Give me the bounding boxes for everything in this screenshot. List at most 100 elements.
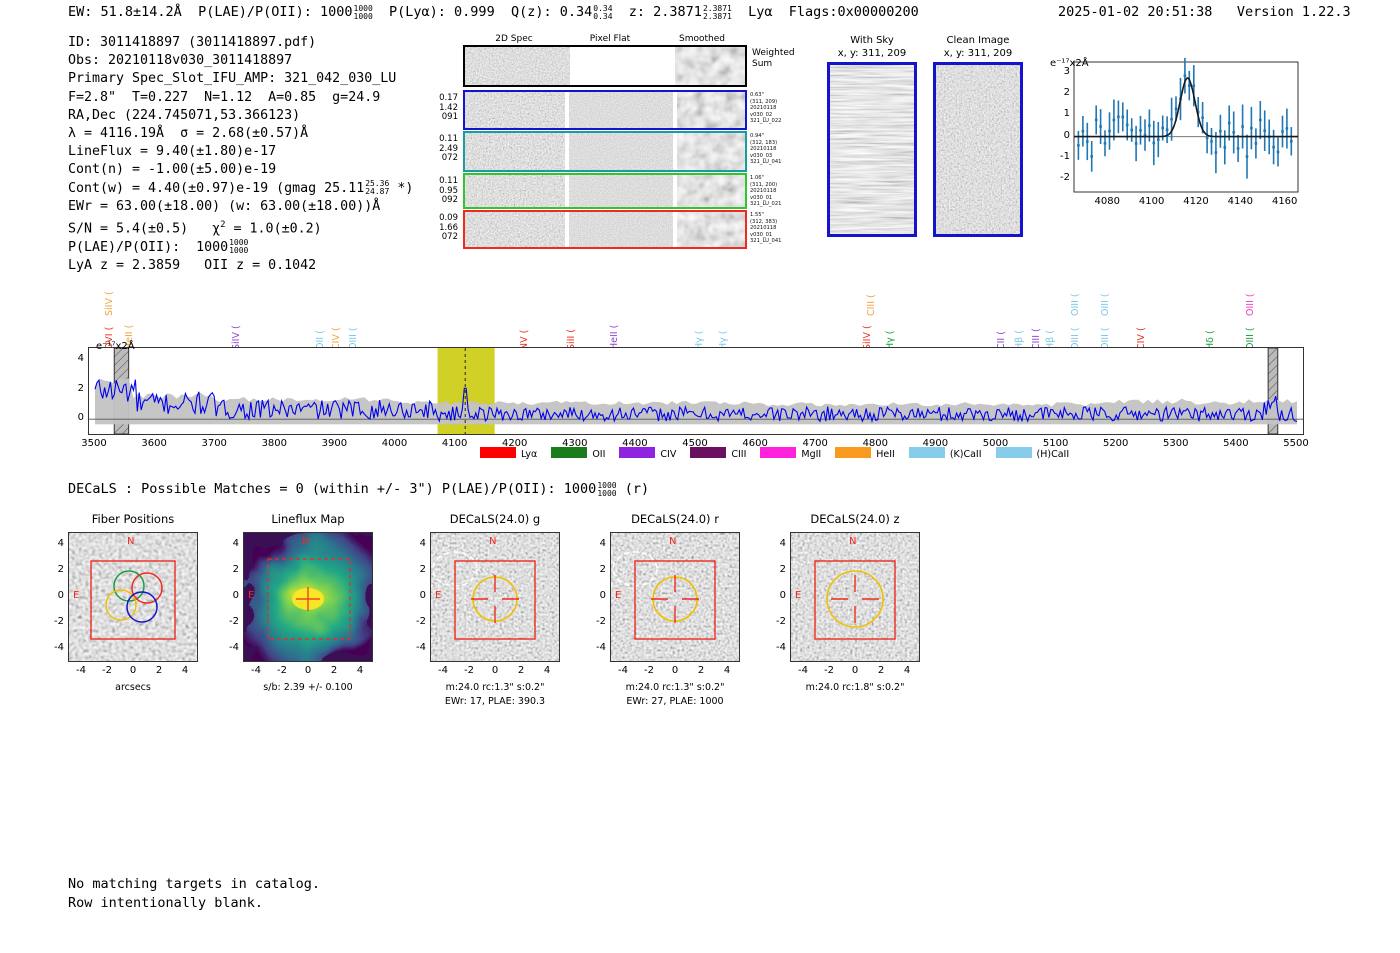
info-lineflux: LineFlux = 9.40(±1.80)e-17 bbox=[68, 144, 277, 160]
decals-panel-title: DECaLS(24.0) r bbox=[631, 512, 719, 526]
decals-ytick: 0 bbox=[779, 590, 786, 601]
legend-swatch bbox=[551, 447, 588, 458]
info-plae-range: 1000 1000 bbox=[229, 238, 249, 256]
lp-ytick: 3 bbox=[1063, 65, 1070, 77]
decals-header: DECaLS : Possible Matches = 0 (within +/… bbox=[68, 481, 649, 498]
emission-line-label: SiII ( bbox=[566, 329, 577, 350]
decals-xtick: 4 bbox=[356, 665, 364, 676]
emission-line-label: SiIV ( bbox=[231, 325, 242, 350]
fiber-left-values: 0.11 2.49 072 bbox=[424, 134, 458, 164]
compass-north: N bbox=[127, 536, 135, 547]
decals-panel-image[interactable] bbox=[610, 532, 740, 662]
fiber-metadata: 1.55" (312, 383) 20210118 v030_01 321_LU_041 bbox=[750, 212, 781, 245]
fiber-meta-line: (312, 183) bbox=[750, 139, 778, 146]
spectrum-xtick: 3800 bbox=[261, 438, 288, 449]
spectrum-xtick: 4500 bbox=[682, 438, 708, 449]
info-redshifts: LyA z = 2.3859 OII z = 0.1042 bbox=[68, 257, 317, 273]
decals-ytick: -2 bbox=[416, 616, 426, 627]
fiber-metadata: 1.06" (311, 200) 20210118 v030_01 321_LU_021 bbox=[750, 175, 781, 208]
header-plae: P(LAE)/P(OII): 1000 bbox=[198, 4, 353, 20]
legend-label: CIV bbox=[660, 449, 677, 460]
decals-panel-title: DECaLS(24.0) g bbox=[449, 512, 541, 526]
version: Version 1.22.3 bbox=[1236, 4, 1351, 20]
fiber-meta-line: 321_LU_021 bbox=[750, 201, 782, 208]
lp-xtick: 4140 bbox=[1227, 196, 1254, 207]
decals-ytick: -4 bbox=[596, 642, 606, 653]
decals-panel-image[interactable] bbox=[430, 532, 560, 662]
fiber-value: 072 bbox=[441, 232, 458, 242]
timestamp: 2025-01-02 20:51:38 bbox=[1058, 4, 1213, 20]
fiber-meta-line: 20210118 bbox=[750, 146, 777, 153]
fiber-row bbox=[463, 131, 747, 172]
decals-panel-title: DECaLS(24.0) z bbox=[810, 512, 900, 526]
decals-xtick: 4 bbox=[543, 665, 551, 676]
decals-ytick: 4 bbox=[57, 538, 64, 549]
fiber-meta-line: v030_01 bbox=[750, 231, 773, 238]
spectrum-xtick: 5200 bbox=[1102, 438, 1129, 449]
fiber-meta-line: 20210118 bbox=[750, 188, 777, 195]
decals-caption-1: m:24.0 rc:1.8" s:0.2" bbox=[805, 682, 905, 693]
decals-ytick: 2 bbox=[57, 564, 64, 575]
decals-xtick: 0 bbox=[671, 665, 679, 676]
with-sky-label: With Sky bbox=[850, 35, 894, 46]
decals-ytick: 0 bbox=[599, 590, 606, 601]
decals-filter: (r) bbox=[624, 481, 650, 497]
info-sn-chi2: S/N = 5.4(±0.5) χ2 = 1.0(±0.2) bbox=[68, 220, 322, 237]
fiber-meta-line: 0.94" bbox=[750, 133, 764, 139]
decals-caption-1: s/b: 2.39 +/- 0.100 bbox=[263, 682, 353, 693]
decals-xtick: 0 bbox=[491, 665, 499, 676]
lp-ytick: -2 bbox=[1060, 172, 1070, 184]
lp-ytick: 0 bbox=[1063, 129, 1070, 141]
compass-north: N bbox=[669, 536, 677, 547]
decals-ytick: -2 bbox=[54, 616, 64, 627]
decals-panel-image[interactable] bbox=[68, 532, 198, 662]
spectrum-xtick: 4800 bbox=[862, 438, 889, 449]
decals-ytick: 0 bbox=[232, 590, 239, 601]
compass-east: E bbox=[248, 590, 255, 601]
info-obs: Obs: 20210118v030_3011418897 bbox=[68, 53, 293, 69]
header-qz-range: 0.34 0.34 bbox=[593, 3, 613, 21]
decals-xtick: -2 bbox=[277, 665, 287, 676]
decals-ytick: 4 bbox=[232, 538, 239, 549]
compass-east: E bbox=[73, 590, 80, 601]
decals-xtick: -4 bbox=[76, 665, 86, 676]
decals-xtick: -2 bbox=[102, 665, 112, 676]
decals-xtick: -4 bbox=[438, 665, 448, 676]
spectrum-xtick: 4000 bbox=[381, 438, 408, 449]
emission-line-label: CIII ( bbox=[1031, 328, 1042, 350]
decals-panel-image[interactable] bbox=[243, 532, 373, 662]
with-sky-title: With Sky x, y: 311, 209 bbox=[812, 34, 932, 60]
fiber-left-values: 0.11 0.95 092 bbox=[424, 176, 458, 206]
legend-item: HeII bbox=[835, 447, 895, 460]
spectrum-xtick: 5500 bbox=[1283, 438, 1309, 449]
header-plya: P(Lyα): 0.999 bbox=[389, 4, 495, 20]
spectrum-xtick: 5300 bbox=[1163, 438, 1189, 449]
header-qz: Q(z): 0.34 bbox=[510, 4, 593, 20]
header-timestamp-version: 2025-01-02 20:51:38 Version 1.22.3 bbox=[1058, 4, 1351, 20]
decals-panel-image[interactable] bbox=[790, 532, 920, 662]
clean-image-title: Clean Image x, y: 311, 209 bbox=[918, 34, 1038, 60]
decals-overlay bbox=[69, 533, 197, 661]
spectrum-xtick: 4100 bbox=[441, 438, 468, 449]
spectrum-xtick: 3500 bbox=[81, 438, 107, 449]
spectrum-ytick: 2 bbox=[77, 382, 84, 394]
full-spectrum-plot bbox=[88, 347, 1304, 435]
lp-xtick: 4080 bbox=[1094, 196, 1120, 207]
emission-line-label: OIII ( bbox=[1245, 327, 1256, 350]
decals-xtick: 0 bbox=[304, 665, 312, 676]
spectrum-xtick: 4200 bbox=[501, 438, 528, 449]
legend-swatch bbox=[760, 447, 797, 458]
header-summary-line: EW: 51.8±14.2Å P(LAE)/P(OII): 10001000 10… bbox=[68, 4, 919, 21]
spectrum-xtick: 4400 bbox=[622, 438, 648, 449]
decals-caption-1: m:24.0 rc:1.3" s:0.2" bbox=[625, 682, 725, 693]
compass-north: N bbox=[849, 536, 857, 547]
decals-xtick: 0 bbox=[129, 665, 137, 676]
spectrum-ytick: 0 bbox=[77, 412, 84, 424]
emission-line-label: OIII ( bbox=[1100, 327, 1111, 350]
decals-ytick: 0 bbox=[419, 590, 426, 601]
lp-xtick: 4160 bbox=[1271, 196, 1298, 207]
weighted-sum-row bbox=[463, 45, 747, 87]
spectrum-legend: Lyα OII CIV CIII MgII HeII (K)CaII (H)CaII bbox=[480, 447, 1083, 460]
footer-line-2: Row intentionally blank. bbox=[68, 894, 264, 911]
fiber-meta-line: 321_LU_022 bbox=[750, 118, 782, 125]
